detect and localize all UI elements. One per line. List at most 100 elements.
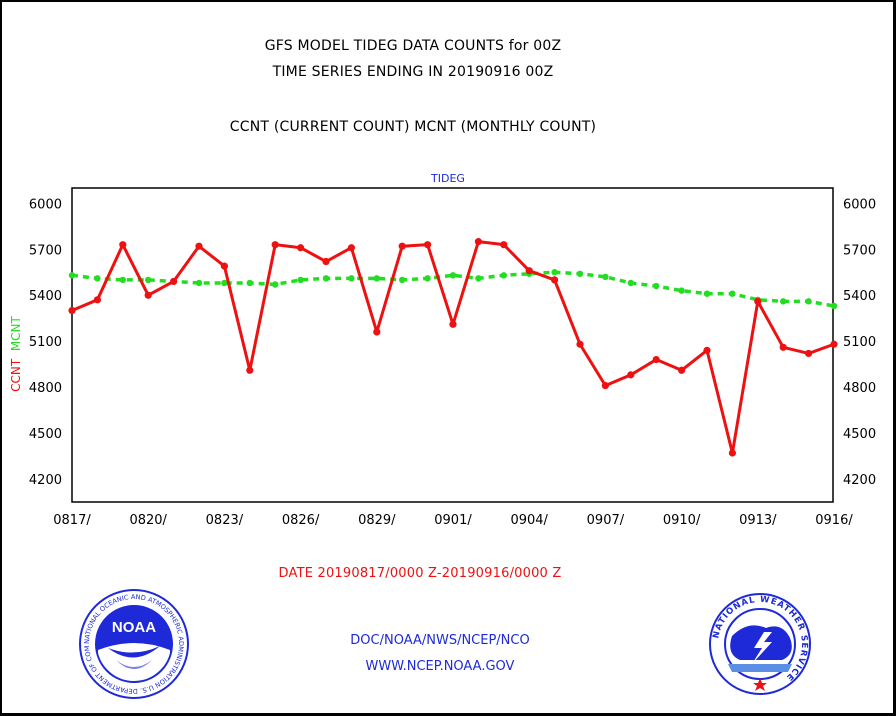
series-point-ccnt [271, 241, 279, 249]
series-point-ccnt [728, 449, 737, 457]
y-tick-label-right: 6000 [843, 197, 876, 212]
x-tick-label: 0916/ [815, 513, 853, 528]
y-tick-label-right: 5700 [843, 243, 876, 258]
y-tick-label-left: 4500 [29, 427, 62, 442]
date-range: DATE 20190817/0000 Z-20190916/0000 Z [278, 566, 562, 581]
label-layer: 4200 4200 4500 4500 4800 4800 5100 5100 5400 5400… [29, 197, 876, 528]
series-point-mcnt [297, 276, 304, 284]
series-point-ccnt [119, 241, 127, 249]
y-tick-label-right: 4500 [843, 427, 876, 442]
series-point-ccnt [195, 242, 203, 250]
noaa-logo: NOAA NATIONAL OCEANIC AND ATMOSPHERIC AD… [78, 588, 189, 699]
series-point-mcnt [322, 275, 330, 282]
x-tick-label: 0823/ [206, 513, 244, 528]
series-point-ccnt [779, 343, 787, 351]
series-point-mcnt [424, 275, 431, 282]
series-point-mcnt [729, 290, 736, 297]
series-point-mcnt [703, 290, 711, 297]
series-point-ccnt [170, 277, 178, 286]
series-point-mcnt [627, 279, 634, 287]
y-tick-label-left: 4800 [29, 381, 62, 396]
y-tick-label-left: 4200 [29, 473, 62, 488]
series-point-mcnt [399, 276, 406, 284]
y-tick-label-right: 4200 [843, 473, 876, 488]
y-tick-label-left: 5700 [29, 243, 62, 258]
series-point-mcnt [805, 298, 812, 305]
x-tick-label: 0820/ [129, 513, 167, 528]
y-tick-label-left: 5100 [29, 335, 62, 350]
chart-title: GFS MODEL TIDEG DATA COUNTS for 00Z [264, 38, 562, 54]
x-tick-label: 0901/ [434, 513, 472, 528]
x-tick-label: 0817/ [53, 513, 91, 528]
series-point-ccnt [474, 238, 482, 246]
series-point-ccnt [322, 257, 330, 266]
series-point-ccnt [93, 296, 101, 304]
series-point-mcnt [576, 270, 584, 277]
series-point-ccnt [551, 276, 559, 284]
series-point-mcnt [145, 276, 152, 284]
series-point-ccnt [424, 241, 432, 249]
noaa-logo-text: NOAA [112, 619, 156, 636]
footer-url[interactable]: WWW.NCEP.NOAA.GOV [365, 659, 515, 674]
series-point-mcnt [678, 287, 685, 294]
series-point-mcnt [119, 276, 127, 284]
series-point-mcnt [373, 275, 380, 282]
series-point-mcnt [780, 298, 787, 305]
y-tick-label-right: 4800 [843, 381, 876, 396]
series-point-ccnt [246, 366, 254, 374]
series-point-ccnt [297, 244, 305, 252]
series-point-mcnt [830, 302, 838, 310]
panel-label: TIDEG [431, 172, 465, 185]
frame-top [0, 0, 896, 2]
series-point-ccnt [576, 340, 584, 348]
series-point-mcnt [272, 281, 279, 288]
series-point-ccnt [627, 371, 635, 379]
series-point-ccnt [703, 346, 711, 354]
x-tick-label: 0904/ [510, 513, 548, 528]
axis-layer [71, 187, 834, 503]
series-point-mcnt [94, 275, 101, 282]
series-point-mcnt [246, 279, 253, 287]
series-point-ccnt [601, 381, 610, 390]
chart-subtitle: TIME SERIES ENDING IN 20190916 00Z [272, 64, 554, 80]
series-point-ccnt [449, 320, 457, 328]
series-point-ccnt [678, 366, 686, 374]
series-point-mcnt [500, 272, 507, 279]
series-point-ccnt [373, 328, 381, 336]
series-point-ccnt [398, 242, 406, 250]
series-point-mcnt [475, 275, 482, 282]
series-point-mcnt [602, 273, 609, 281]
series-point-ccnt [805, 349, 813, 358]
chart-plot: 4200 4200 4500 4500 4800 4800 5100 5100 5400 5400… [29, 187, 876, 528]
x-tick-label: 0826/ [282, 513, 320, 528]
y-tick-label-left: 5400 [29, 289, 62, 304]
x-tick-label: 0907/ [587, 513, 625, 528]
frame-right [893, 0, 896, 716]
y-tick-label-right: 5100 [843, 335, 876, 350]
series-point-mcnt [68, 272, 76, 279]
series-point-ccnt [220, 262, 228, 270]
series-point-ccnt [652, 355, 660, 364]
series-point-mcnt [653, 282, 660, 290]
series-point-ccnt [754, 297, 762, 305]
plot-frame [71, 187, 834, 503]
series-point-mcnt [348, 275, 355, 282]
x-tick-label: 0913/ [739, 513, 777, 528]
x-tick-label: 0910/ [663, 513, 701, 528]
series-point-ccnt [500, 241, 508, 249]
series-point-ccnt [68, 306, 76, 315]
legend-description: CCNT (CURRENT COUNT) MCNT (MONTHLY COUNT… [229, 119, 597, 135]
series-point-ccnt [830, 340, 838, 348]
series-point-ccnt [525, 267, 533, 275]
x-tick-label: 0829/ [358, 513, 396, 528]
series-point-mcnt [449, 272, 457, 279]
frame-left [0, 0, 2, 716]
footer-org: DOC/NOAA/NWS/NCEP/NCO [350, 633, 530, 648]
frame-bottom [0, 713, 896, 716]
series-point-ccnt [347, 244, 355, 252]
y-tick-label-left: 6000 [29, 197, 62, 212]
series-point-ccnt [144, 291, 152, 299]
nws-logo: NATIONAL WEATHER SERVICE [709, 593, 811, 695]
series-point-mcnt [551, 269, 558, 276]
